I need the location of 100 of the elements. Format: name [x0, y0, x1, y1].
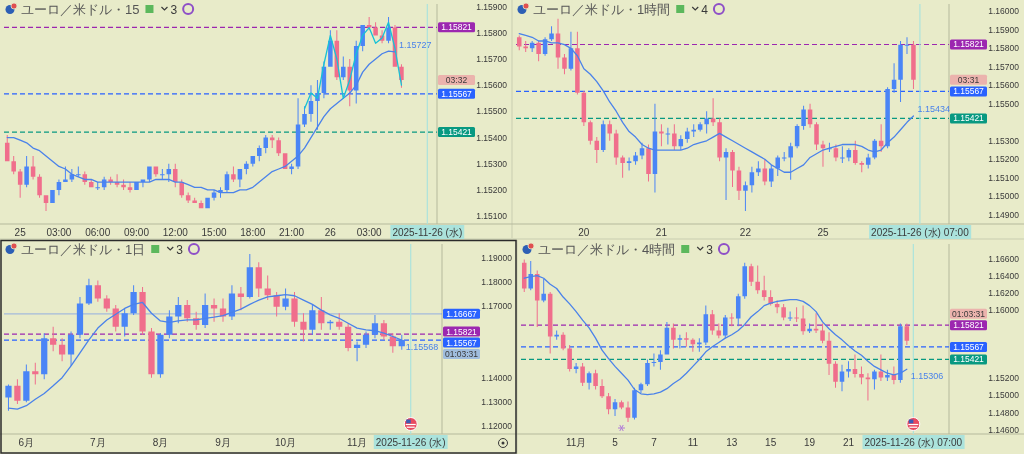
x-tick-label: 06:00 — [85, 226, 111, 238]
y-tick-label: 1.15200 — [476, 184, 508, 195]
candlestick — [76, 166, 81, 177]
y-tick-label: 1.12000 — [481, 420, 513, 431]
x-tick-label: 12:00 — [162, 226, 189, 238]
x-tick-label: 21:00 — [279, 226, 305, 238]
candlestick — [846, 361, 851, 378]
x-tick-label: 11 — [687, 436, 699, 448]
candlestick — [37, 174, 42, 198]
y-tick-label: 1.15400 — [476, 132, 508, 143]
ref-line-label: 1.15567 — [441, 88, 473, 99]
candlestick — [729, 313, 735, 327]
y-tick-label: 1.15700 — [476, 54, 508, 64]
candlestick — [859, 366, 864, 385]
y-tick-label: 1.15300 — [988, 135, 1020, 146]
candlestick — [801, 105, 806, 130]
y-tick-label: 1.15600 — [988, 80, 1020, 91]
candlestick — [853, 140, 858, 165]
data-label: 1.15434 — [917, 104, 950, 115]
ref-line-label: 1.15821 — [953, 39, 985, 50]
candlestick — [710, 309, 715, 335]
candlestick — [840, 146, 845, 163]
y-tick-label: 1.15600 — [476, 80, 508, 91]
candlestick — [672, 124, 677, 151]
x-tick-label: 21 — [842, 436, 855, 448]
text: 01:03:31 — [951, 308, 986, 319]
data-label: 1.15727 — [398, 39, 432, 50]
ref-line-label: 1.15821 — [441, 22, 473, 33]
candlestick — [148, 328, 155, 378]
chart-title: ユーロ／米ドル・1時間 — [533, 2, 671, 17]
candlestick — [276, 137, 281, 156]
x-tick-label: 7月 — [90, 436, 106, 448]
candlestick — [567, 344, 572, 372]
candlestick — [677, 334, 683, 349]
text: 03:31 — [957, 74, 980, 85]
candlestick — [685, 127, 690, 143]
y-tick-label: 1.16600 — [988, 253, 1020, 264]
candlestick — [160, 169, 165, 180]
candlestick — [671, 323, 676, 349]
text: 01:03:31 — [444, 349, 479, 360]
candlestick — [658, 350, 663, 370]
y-tick-label: 1.14600 — [988, 424, 1020, 435]
y-tick-label: 1.15900 — [988, 24, 1020, 35]
ref-line-label: 1.15567 — [953, 341, 985, 352]
candlestick — [697, 338, 702, 352]
x-tick-label: 15:00 — [201, 226, 227, 238]
candlestick — [742, 262, 747, 299]
x-tick-label: 03:00 — [356, 226, 383, 238]
candlestick — [859, 161, 865, 173]
candlestick — [291, 291, 298, 327]
candlestick — [231, 166, 236, 183]
annotation: 3 — [176, 243, 184, 257]
candlestick — [341, 56, 346, 80]
ref-line-label: 1.15421 — [953, 113, 985, 124]
x-tick-label: 2025-11-26 (水) 07:00 — [864, 436, 963, 448]
candlestick — [588, 120, 593, 145]
ref-line-label: 1.15821 — [446, 326, 478, 337]
x-tick-label: 6月 — [18, 436, 35, 448]
candlestick — [735, 293, 741, 327]
candlestick — [257, 145, 262, 162]
candlestick — [309, 305, 316, 335]
x-tick-label: 11月 — [346, 436, 368, 448]
x-tick-label: 21 — [655, 226, 668, 238]
y-tick-label: 1.15200 — [988, 373, 1020, 384]
candlestick — [11, 155, 16, 175]
chart-title: ユーロ／米ドル・15 — [21, 2, 140, 17]
x-tick-label: 10月 — [275, 436, 297, 448]
y-tick-label: 1.16200 — [988, 287, 1020, 298]
candlestick — [157, 333, 164, 378]
x-tick-label: 13 — [726, 436, 738, 448]
candlestick — [192, 197, 197, 204]
y-tick-label: 1.16000 — [988, 304, 1020, 315]
y-tick-label: 1.15500 — [988, 98, 1020, 109]
candlestick — [580, 362, 585, 387]
y-tick-label: 1.15900 — [476, 1, 508, 12]
ref-line-label: 1.16667 — [446, 308, 478, 319]
candlestick — [684, 332, 689, 347]
candlestick — [95, 182, 100, 190]
y-tick-label: 1.15300 — [476, 158, 508, 169]
x-tick-label: 22 — [739, 226, 752, 238]
data-label: 1.15568 — [405, 342, 439, 353]
candlestick — [743, 181, 748, 212]
candlestick — [898, 40, 903, 102]
y-tick-label: 1.15200 — [988, 154, 1020, 165]
y-tick-label: 1.15700 — [988, 61, 1020, 72]
x-tick-label: 7 — [651, 436, 658, 448]
data-label: 1.15306 — [910, 371, 944, 382]
candlestick — [50, 326, 57, 352]
y-tick-label: 1.13000 — [481, 396, 513, 407]
candlestick — [63, 166, 68, 183]
candlestick — [833, 361, 838, 388]
y-tick-label: 1.16400 — [988, 270, 1020, 281]
candlestick — [50, 189, 55, 204]
candlestick — [691, 124, 696, 138]
x-tick-label: 11月 — [565, 436, 587, 448]
x-tick-label: 25 — [14, 226, 27, 238]
y-tick-label: 1.15800 — [476, 27, 508, 38]
x-tick-label: 18:00 — [240, 226, 266, 238]
x-tick-label: 5 — [612, 436, 619, 448]
ref-line-label: 1.15421 — [953, 354, 985, 365]
